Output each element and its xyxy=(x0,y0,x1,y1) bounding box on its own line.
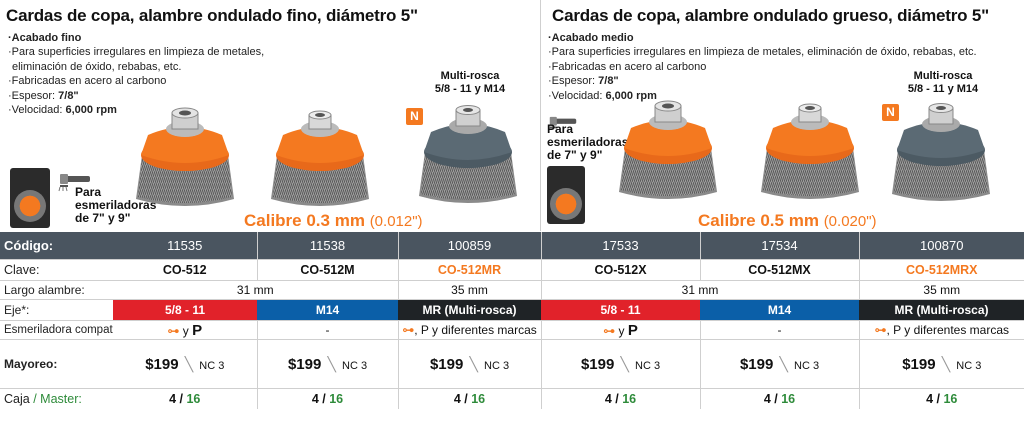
code-cell: 100859 xyxy=(397,232,541,260)
grinder-label: Para esmeriladoras de 7" y 9" xyxy=(547,122,629,162)
caja-cell: 4 / 16 xyxy=(858,388,1024,409)
table-row-mayoreo: Mayoreo: $199 ╲ NC 3 $199 ╲ NC 3 $199 ╲ … xyxy=(0,339,1024,389)
feature-item: ·Acabado fino xyxy=(8,32,82,44)
p-brand-icon: P xyxy=(627,321,638,339)
orange-grinder-icon: ⊶ xyxy=(603,323,616,338)
n-badge: N xyxy=(882,104,899,121)
table-row-caja: Caja / Master: 4 / 16 4 / 16 4 / 16 4 / … xyxy=(0,388,1024,409)
panel-fine-wire: Cardas de copa, alambre ondulado fino, d… xyxy=(0,0,540,231)
caja-cell: 4 / 16 xyxy=(169,392,201,406)
table-row-clave: Clave: CO-512 CO-512M CO-512MR CO-512X C… xyxy=(0,259,1024,281)
esm-cell: ⊶, P y diferentes marcas xyxy=(858,320,1024,340)
cup-brush-orange-2 xyxy=(761,103,859,199)
p-brand-icon: P xyxy=(192,321,203,339)
largo-cell: 35 mm xyxy=(858,280,1024,300)
feature-item: ·Acabado medio xyxy=(548,32,634,44)
caja-cell: 4 / 16 xyxy=(699,388,859,409)
product-package-image xyxy=(547,166,585,224)
feature-item: ·Velocidad: 6,000 rpm xyxy=(8,104,117,117)
price-cell: $199 ╲ NC 3 xyxy=(699,339,859,389)
row-label: Caja / Master: xyxy=(4,392,82,406)
clave-cell: CO-512M xyxy=(256,259,398,281)
cup-brush-orange-2 xyxy=(271,110,369,206)
feature-item: ·Fabricadas en acero al carbono xyxy=(548,60,707,73)
calibre-label: Calibre 0.5 mm (0.020") xyxy=(698,211,877,230)
code-cell: 17533 xyxy=(540,232,700,260)
price-cell: $199 ╲ NC 3 xyxy=(113,339,257,389)
row-label: Mayoreo: xyxy=(0,339,113,389)
largo-cell: 31 mm xyxy=(113,280,398,300)
caja-cell: 4 / 16 xyxy=(397,388,541,409)
clave-cell: CO-512MR xyxy=(397,259,541,281)
clave-cell: CO-512MX xyxy=(699,259,859,281)
eje-cell: MR (Multi-rosca) xyxy=(398,299,541,321)
row-label: Clave: xyxy=(0,259,113,281)
code-cell: 11538 xyxy=(256,232,398,260)
cup-brush-orange-1 xyxy=(619,100,717,199)
orange-grinder-icon: ⊶ xyxy=(167,323,180,338)
multi-rosca-label: Multi-rosca 5/8 - 11 y M14 xyxy=(907,70,979,95)
row-label: Esmeriladora compatible: xyxy=(0,320,113,340)
cup-brush-orange-1 xyxy=(136,107,234,206)
eje-cell: M14 xyxy=(257,299,398,321)
caja-cell: 4 / 16 xyxy=(540,388,700,409)
cup-brush-grey xyxy=(892,103,990,201)
eje-cell: 5/8 - 11 xyxy=(541,299,700,321)
table-row-largo: Largo alambre: 31 mm 35 mm 31 mm 35 mm xyxy=(0,280,1024,300)
feature-item: ·Para superficies irregulares en limpiez… xyxy=(8,46,265,59)
panel-title: Cardas de copa, alambre ondulado grueso,… xyxy=(552,6,989,25)
code-cell: 17534 xyxy=(699,232,859,260)
feature-item: ·Fabricadas en acero al carbono xyxy=(8,75,167,88)
price-cell: $199 ╲ NC 3 xyxy=(540,339,700,389)
largo-cell: 31 mm xyxy=(540,280,859,300)
largo-cell: 35 mm xyxy=(397,280,541,300)
feature-item: ·Espesor: 7/8" xyxy=(8,89,79,102)
esm-cell: - xyxy=(699,320,859,340)
esm-cell: - xyxy=(256,320,398,340)
eje-cell: MR (Multi-rosca) xyxy=(859,299,1024,321)
table-row-codigo: Código: 11535 11538 100859 17533 17534 1… xyxy=(0,232,1024,260)
clave-cell: CO-512MRX xyxy=(858,259,1024,281)
clave-cell: CO-512 xyxy=(113,259,257,281)
n-badge: N xyxy=(406,108,423,125)
esm-cell: ⊶ y P xyxy=(113,320,257,340)
feature-item: eliminación de óxido, rebabas, etc. xyxy=(12,60,182,73)
calibre-label: Calibre 0.3 mm (0.012") xyxy=(244,211,423,230)
esm-cell: ⊶, P y diferentes marcas xyxy=(397,320,541,340)
row-label: Largo alambre: xyxy=(0,280,113,300)
cup-brush-grey xyxy=(419,105,517,203)
feature-item: ·Para superficies irregulares en limpiez… xyxy=(548,46,977,59)
spec-table: Código: 11535 11538 100859 17533 17534 1… xyxy=(0,232,1024,409)
row-label: Código: xyxy=(0,232,113,260)
orange-grinder-icon: ⊶ xyxy=(402,323,415,337)
price-cell: $199 ╲ NC 3 xyxy=(256,339,398,389)
price-cell: $199 ╲ NC 3 xyxy=(858,339,1024,389)
feature-list: ·Acabado medio ·Para superficies irregul… xyxy=(548,31,977,103)
panel-divider xyxy=(540,0,541,231)
panel-coarse-wire: Cardas de copa, alambre ondulado grueso,… xyxy=(541,0,1024,231)
price-cell: $199 ╲ NC 3 xyxy=(397,339,541,389)
caja-cell: 4 / 16 xyxy=(256,388,398,409)
grinder-icon xyxy=(549,116,577,129)
product-package-image xyxy=(10,168,50,228)
feature-item: ·Velocidad: 6,000 rpm xyxy=(548,89,657,102)
eje-cell: 5/8 - 11 xyxy=(113,299,257,321)
table-row-esmeriladora: Esmeriladora compatible: ⊶ y P - ⊶, P y … xyxy=(0,320,1024,340)
esm-cell: ⊶ y P xyxy=(540,320,700,340)
feature-list: ·Acabado fino ·Para superficies irregula… xyxy=(8,31,264,117)
multi-rosca-label: Multi-rosca 5/8 - 11 y M14 xyxy=(434,70,506,95)
grinder-icon xyxy=(58,174,90,192)
grinder-label: Para esmeriladoras de 7" y 9" xyxy=(75,185,157,225)
code-cell: 100870 xyxy=(858,232,1024,260)
eje-cell: M14 xyxy=(700,299,859,321)
clave-cell: CO-512X xyxy=(540,259,700,281)
panel-title: Cardas de copa, alambre ondulado fino, d… xyxy=(6,6,418,25)
code-cell: 11535 xyxy=(113,232,257,260)
table-row-eje: Eje*: 5/8 - 11 M14 MR (Multi-rosca) 5/8 … xyxy=(0,299,1024,321)
feature-item: ·Espesor: 7/8" xyxy=(548,75,619,88)
row-label: Eje*: xyxy=(0,299,113,321)
orange-grinder-icon: ⊶ xyxy=(874,323,887,337)
